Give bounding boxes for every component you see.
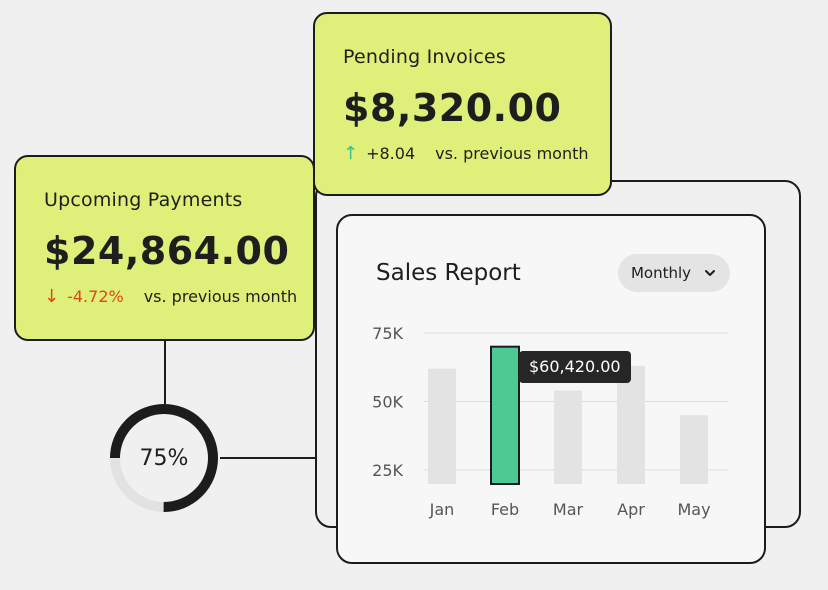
y-tick-label: 50K [372,393,403,412]
progress-donut [110,404,218,512]
progress-label: 75% [139,445,189,471]
pending-invoices-amount: $8,320.00 [343,86,562,130]
bar-feb[interactable] [490,345,520,485]
period-dropdown[interactable]: Monthly [618,254,730,292]
x-tick-label: Feb [491,500,519,519]
x-tick-label: May [677,500,710,519]
upcoming-payments-comparison: vs. previous month [143,287,298,306]
upcoming-payments-change-row: ↓ -4.72% vs. previous month [44,287,297,306]
x-tick-label: Jan [429,500,455,519]
upcoming-payments-amount: $24,864.00 [44,229,290,273]
pending-invoices-change: +8.04 [366,144,416,163]
upcoming-payments-change: -4.72% [67,287,124,306]
upcoming-payments-title: Upcoming Payments [44,189,243,211]
bar-apr[interactable] [617,365,645,484]
upcoming-payments-card: Upcoming Payments $24,864.00 ↓ -4.72% vs… [14,155,315,341]
y-tick-label: 75K [372,324,403,343]
chevron-down-icon [705,270,716,276]
x-tick-label: Apr [617,500,645,519]
x-tick-label: Mar [553,500,584,519]
bar-may[interactable] [680,415,708,484]
bar-mar[interactable] [554,390,582,484]
y-tick-label: 25K [372,461,403,480]
sales-report-title: Sales Report [376,260,521,286]
pending-invoices-comparison: vs. previous month [435,144,589,163]
bar-jan[interactable] [428,368,456,484]
arrow-up-icon: ↑ [343,142,359,164]
pending-invoices-card: Pending Invoices $8,320.00 ↑ +8.04 vs. p… [313,12,612,196]
bar-tooltip: $60,420.00 [519,350,631,383]
pending-invoices-title: Pending Invoices [343,46,507,68]
arrow-down-icon: ↓ [44,285,60,307]
pending-invoices-change-row: ↑ +8.04 vs. previous month [343,144,589,163]
period-dropdown-label: Monthly [630,264,692,282]
sales-bar-chart: 75K 50K 25K Jan Feb Mar Apr May [372,324,728,519]
progress-arc [110,404,218,512]
sales-report-card: Sales Report Monthly [336,214,766,564]
